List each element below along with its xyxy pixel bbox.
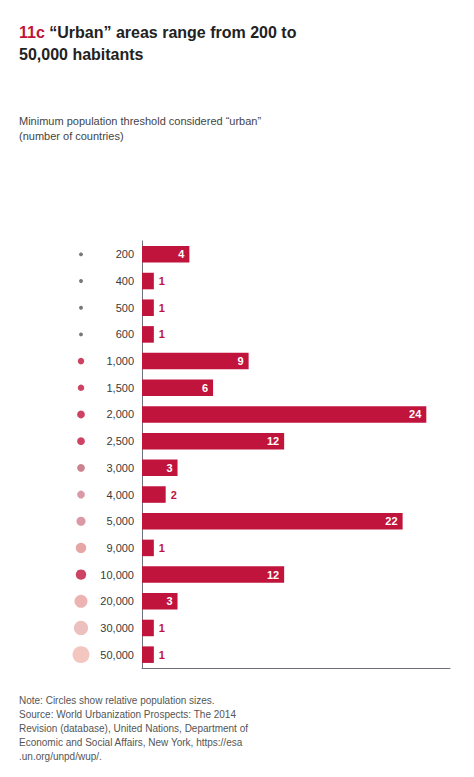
svg-text:22: 22	[385, 515, 397, 527]
svg-text:4,000: 4,000	[106, 489, 134, 501]
svg-text:3,000: 3,000	[106, 462, 134, 474]
svg-text:2,500: 2,500	[106, 435, 134, 447]
svg-text:24: 24	[409, 408, 422, 420]
svg-text:3: 3	[166, 595, 172, 607]
svg-text:2: 2	[171, 489, 177, 501]
svg-text:9,000: 9,000	[106, 542, 134, 554]
svg-text:12: 12	[267, 569, 279, 581]
svg-text:Minimum population threshold c: Minimum population threshold considered …	[19, 115, 261, 127]
svg-text:200: 200	[116, 248, 134, 260]
svg-text:1: 1	[159, 542, 165, 554]
svg-text:3: 3	[166, 462, 172, 474]
svg-text:1,500: 1,500	[106, 382, 134, 394]
svg-text:4: 4	[178, 248, 185, 260]
svg-text:Revision (database), United Na: Revision (database), United Nations, Dep…	[19, 723, 248, 734]
svg-text:400: 400	[116, 275, 134, 287]
svg-text:“Urban” areas range from 200 t: “Urban” areas range from 200 to	[45, 24, 297, 41]
svg-text:2,000: 2,000	[106, 408, 134, 420]
svg-text:11c: 11c	[19, 24, 45, 41]
svg-text:(number of countries): (number of countries)	[19, 130, 124, 142]
svg-text:.un.org/unpd/wup/.: .un.org/unpd/wup/.	[19, 751, 102, 762]
svg-text:12: 12	[267, 435, 279, 447]
svg-text:1: 1	[159, 649, 165, 661]
svg-text:1: 1	[159, 622, 165, 634]
svg-text:1: 1	[159, 275, 165, 287]
svg-text:20,000: 20,000	[100, 595, 134, 607]
svg-text:30,000: 30,000	[100, 622, 134, 634]
svg-text:500: 500	[116, 302, 134, 314]
svg-text:1,000: 1,000	[106, 355, 134, 367]
svg-text:600: 600	[116, 328, 134, 340]
svg-text:10,000: 10,000	[100, 569, 134, 581]
svg-text:6: 6	[202, 382, 208, 394]
svg-text:5,000: 5,000	[106, 515, 134, 527]
svg-text:50,000: 50,000	[100, 649, 134, 661]
svg-text:Economic and Social Affairs, N: Economic and Social Affairs, New York, h…	[19, 737, 243, 748]
svg-text:50,000 habitants: 50,000 habitants	[19, 46, 144, 63]
svg-text:Note: Circles show relative po: Note: Circles show relative population s…	[19, 695, 215, 706]
svg-text:9: 9	[237, 355, 243, 367]
svg-text:1: 1	[159, 302, 165, 314]
svg-text:Source: World Urbanization Pro: Source: World Urbanization Prospects: Th…	[19, 709, 236, 720]
svg-text:1: 1	[159, 328, 165, 340]
